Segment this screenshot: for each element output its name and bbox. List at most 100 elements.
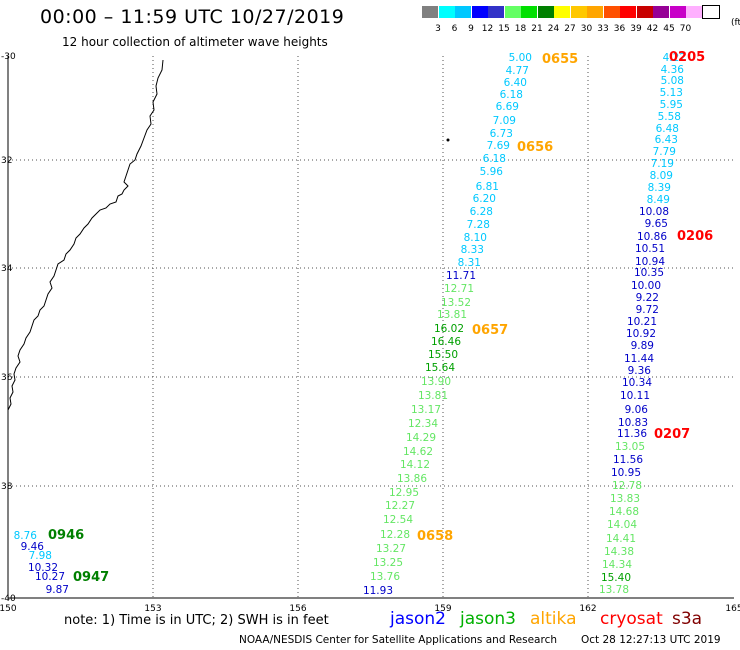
track-b-value: 7.79 (653, 146, 676, 158)
track-b-value: 7.19 (651, 158, 674, 170)
legend-swatch (620, 6, 636, 18)
track-b-value: 13.78 (599, 584, 629, 596)
track-a-value: 8.33 (461, 244, 484, 256)
legend-swatch (504, 6, 521, 18)
track-b-value: 13.83 (610, 493, 640, 505)
satellite-altika: altika (530, 609, 577, 629)
legend-label: 6 (451, 24, 458, 34)
track-b-value: 14.68 (609, 506, 639, 518)
legend-label: 39 (630, 24, 642, 34)
track-b-value: 9.65 (645, 218, 668, 230)
track-b-value: 11.36 (617, 428, 647, 440)
island-marker (446, 138, 450, 142)
legend-swatch (653, 6, 669, 18)
legend-label: 42 (646, 24, 659, 34)
track-a-value: 14.29 (406, 432, 436, 444)
lat-label: 32 (1, 156, 12, 166)
track-b-value: 10.21 (627, 316, 657, 328)
track-a-value: 16.46 (431, 336, 461, 348)
track-a-value: 13.86 (397, 473, 427, 485)
legend-label: 27 (564, 24, 576, 34)
track-a-value: 13.25 (373, 557, 403, 569)
legend-swatch (438, 6, 455, 18)
lon-label: 162 (579, 604, 596, 614)
track-a-value: 8.10 (464, 232, 487, 244)
credit-line: NOAA/NESDIS Center for Satellite Applica… (239, 634, 557, 646)
legend-swatch (422, 6, 438, 18)
pass-time-label: 0655 (542, 52, 578, 67)
lon-label: 153 (144, 604, 161, 614)
legend-label: 24 (547, 24, 560, 34)
pass-time-label: 0207 (654, 427, 690, 442)
track-a-value: 14.12 (400, 459, 430, 471)
track-b-value: 10.95 (611, 467, 641, 479)
track-a-value: 6.81 (476, 181, 499, 193)
track-b-value: 9.06 (625, 404, 649, 416)
track-b-value: 5.08 (661, 75, 684, 87)
track-a-value: 13.81 (418, 390, 448, 402)
legend-label: 9 (468, 24, 474, 34)
legend-swatch (701, 5, 720, 19)
legend-swatch (537, 6, 554, 18)
lat-label: 34 (1, 264, 13, 274)
track-a-value: 11.71 (446, 270, 476, 282)
track-a-value: 6.40 (504, 77, 527, 89)
track-c-value: 8.76 (14, 530, 38, 542)
track-b-value: 10.92 (626, 328, 656, 340)
track-a-value: 15.50 (428, 349, 458, 361)
track-a-value: 12.34 (408, 418, 438, 430)
track-b-value: 8.49 (647, 194, 670, 206)
legend-label: 3 (435, 24, 441, 34)
track-a-value: 16.02 (434, 323, 464, 335)
track-b-value: 13.05 (615, 441, 645, 453)
track-a-value: 7.69 (487, 140, 510, 152)
pass-time-label: 0658 (417, 529, 453, 544)
track-b-value: 10.51 (635, 243, 665, 255)
track-b-value: 11.44 (624, 353, 654, 365)
legend-unit: (ft) (731, 18, 740, 28)
track-a-value: 13.52 (441, 297, 471, 309)
track-a-value: 5.96 (480, 166, 504, 178)
lat-label: -30 (1, 52, 16, 62)
track-a-value: 13.90 (421, 376, 451, 388)
track-a-value: 6.28 (470, 206, 493, 218)
track-a-value: 15.64 (425, 362, 455, 374)
track-b-value: 14.04 (607, 519, 637, 531)
legend-swatch (570, 6, 587, 18)
track-b-value: 10.08 (639, 206, 669, 218)
satellite-s3a: s3a (672, 609, 703, 629)
track-b-value: 10.83 (618, 417, 648, 429)
track-a-value: 11.93 (363, 585, 393, 597)
track-a-value: 5.00 (509, 52, 532, 64)
track-b-value: 6.43 (655, 134, 678, 146)
track-b-value: 14.41 (606, 533, 636, 545)
pass-time-label: 0206 (677, 229, 713, 244)
coastline (7, 59, 164, 411)
track-b-value: 9.89 (631, 340, 654, 352)
track-b-value: 4.36 (661, 64, 685, 76)
legend-label: 45 (663, 24, 675, 34)
generated-timestamp: Oct 28 12:27:13 UTC 2019 (581, 634, 721, 646)
track-b-value: 9.22 (636, 292, 659, 304)
track-b-value: 5.13 (660, 87, 683, 99)
track-a-value: 12.28 (380, 529, 410, 541)
track-a-value: 12.54 (383, 514, 413, 526)
track-a-value: 6.73 (490, 128, 513, 140)
track-b-value: 10.34 (622, 377, 652, 389)
track-a-value: 6.20 (473, 193, 496, 205)
track-a-value: 13.76 (370, 571, 400, 583)
track-b-value: 9.72 (636, 304, 659, 316)
track-a-value: 13.81 (437, 309, 467, 321)
track-b-value: 8.09 (650, 170, 673, 182)
map-subtitle: 12 hour collection of altimeter wave hei… (62, 35, 328, 49)
track-b-value: 10.11 (620, 390, 650, 402)
lon-label: 156 (289, 604, 306, 614)
legend-swatch (587, 6, 603, 18)
track-b-value: 10.94 (635, 256, 665, 268)
track-b-value: 9.36 (628, 365, 652, 377)
lat-label: 38 (1, 482, 13, 492)
track-a-value: 13.17 (411, 404, 441, 416)
legend-swatch (488, 6, 504, 18)
track-a-value: 4.77 (506, 65, 529, 77)
legend-swatch (521, 6, 537, 18)
